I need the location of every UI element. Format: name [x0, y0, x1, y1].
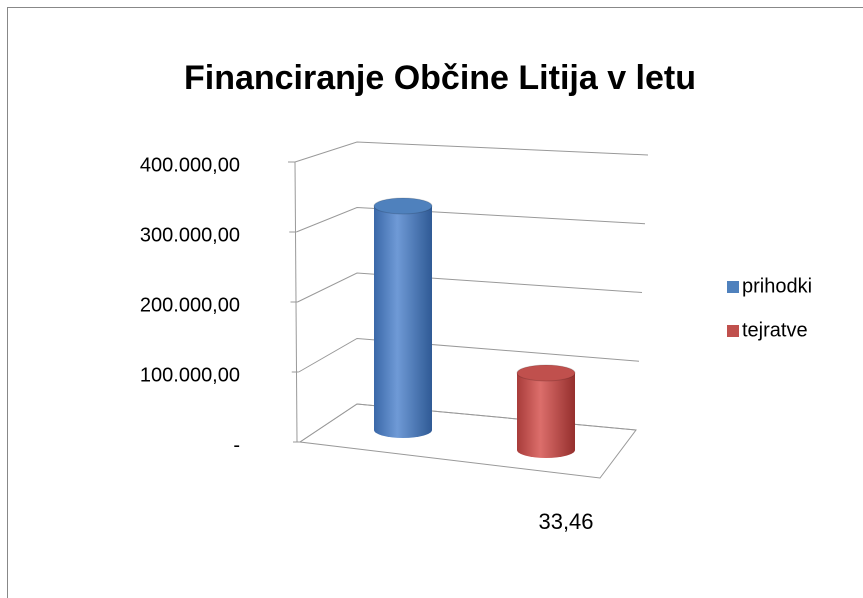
y-tick-label: 400.000,00	[140, 154, 240, 176]
legend-swatch	[727, 281, 739, 293]
chart-title: Financiranje Občine Litija v letu	[184, 59, 696, 97]
legend-swatch	[727, 325, 739, 337]
legend-label: prihodki	[742, 275, 812, 297]
y-tick-label: -	[233, 434, 240, 456]
grid-line	[298, 337, 640, 373]
x-tick-label: 33,46	[538, 509, 593, 534]
grid-line	[294, 141, 649, 163]
chart-frame	[7, 7, 863, 598]
cylinder-top	[373, 197, 433, 215]
y-tick-label: 300.000,00	[140, 224, 240, 246]
legend-label: tejratve	[742, 319, 808, 341]
grid-line	[296, 206, 646, 233]
cylinder	[517, 373, 575, 458]
grid-line	[297, 272, 643, 303]
y-tick-label: 100.000,00	[140, 364, 240, 386]
cylinder	[374, 206, 432, 438]
y-tick-label: 200.000,00	[140, 294, 240, 316]
cylinder-top	[516, 364, 576, 382]
